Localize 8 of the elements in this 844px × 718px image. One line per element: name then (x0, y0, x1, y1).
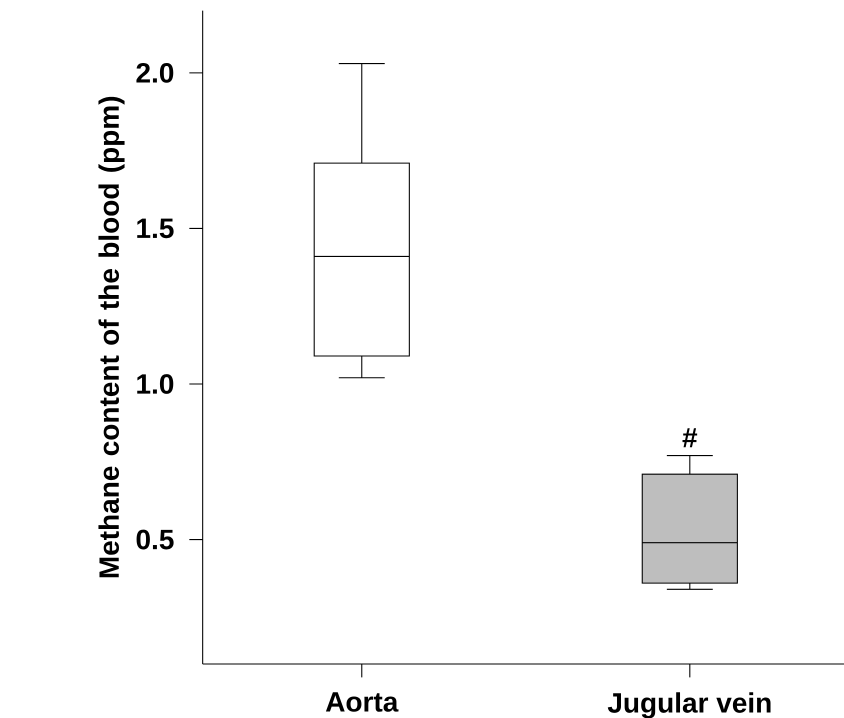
annotation: # (682, 428, 698, 448)
y-axis-title: Methane content of the blood (ppm) (98, 96, 125, 578)
y-tick-label: 1.0 (137, 374, 174, 394)
y-tick-label: 2.0 (136, 62, 174, 83)
y-tick-label: 1.5 (137, 218, 174, 238)
x-tick-label: Jugular vein (608, 692, 771, 718)
x-tick-label: Aorta (326, 692, 398, 712)
y-tick-label: 0.5 (136, 530, 174, 550)
